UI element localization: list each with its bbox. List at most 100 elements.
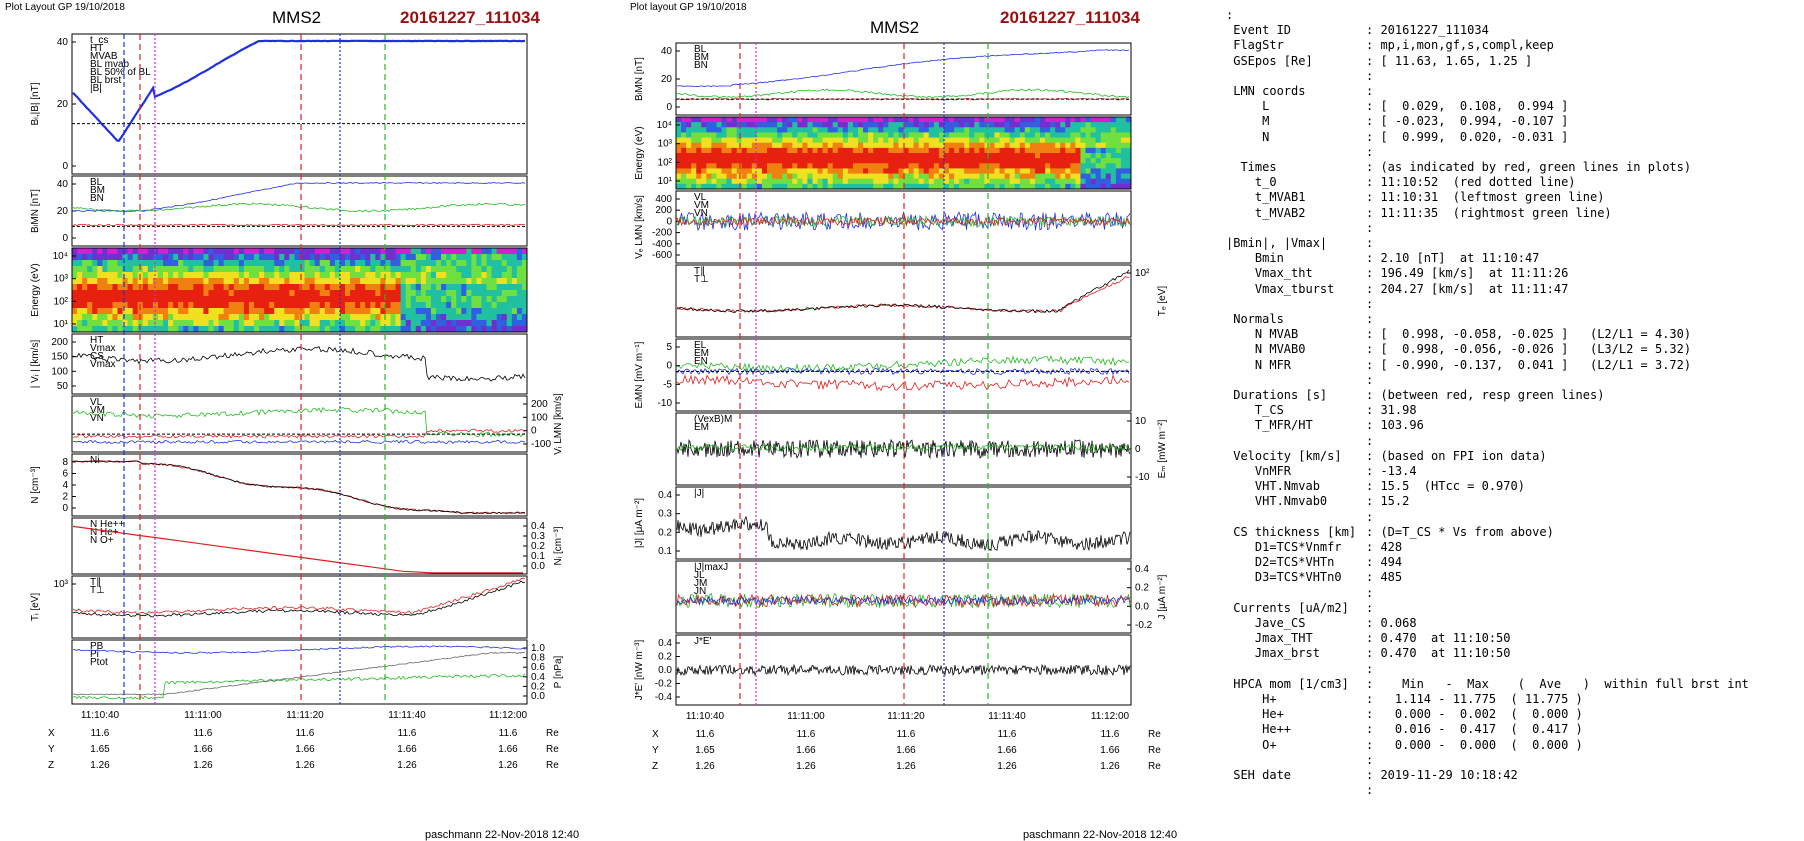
left-ytick: 0.6 [531, 662, 545, 673]
middle-legend-entry: EL [694, 340, 707, 351]
middle-trace [676, 276, 1130, 313]
left-legend-entry: T⊥ [90, 585, 105, 596]
left-ytick: 100 [531, 412, 548, 423]
info-value: : [1366, 433, 1374, 448]
left-panel-7: 0.40.30.20.10.0 Nᵢ [cm⁻³] N He++N He+N O+ [71, 517, 564, 575]
middle-ytick: -10 [658, 398, 673, 409]
info-value: : (as indicated by red, green lines in p… [1366, 160, 1692, 174]
left-legend-entry: Vmax [90, 343, 116, 354]
left-pos-value: 1.66 [397, 744, 417, 755]
info-key: N [1226, 129, 1270, 144]
middle-ytick: 0.4 [658, 490, 672, 501]
info-key: Vmax_tht [1226, 266, 1313, 281]
middle-ytick: -200 [652, 228, 672, 239]
left-panel-8: 10³ Tᵢ [eV] T∥T⊥ [30, 575, 528, 639]
left-ylabel: N [cm⁻³] [30, 466, 41, 504]
left-pos-value: 1.65 [90, 744, 110, 755]
left-ytick: 20 [57, 206, 69, 217]
left-ytick: 0.2 [531, 541, 545, 552]
info-key: Durations [s] [1226, 388, 1328, 402]
middle-ytick: 0.2 [1135, 583, 1149, 594]
middle-legend-entry: VN [694, 208, 708, 219]
middle-legend-entry: EN [694, 356, 708, 367]
middle-ytick: -600 [652, 250, 672, 261]
middle-legend-entry: VM [694, 200, 709, 211]
middle-event-title: 20161227_111034 [1000, 8, 1140, 27]
left-sc-title: MMS2 [272, 8, 322, 27]
middle-ytick: 0 [666, 216, 672, 227]
info-key: LMN coords [1226, 84, 1306, 98]
info-key: N MVAB [1226, 327, 1299, 342]
info-value: : 428 [1366, 540, 1403, 554]
left-legend-entry: N He++ [90, 519, 125, 530]
left-ytick: 200 [531, 399, 548, 410]
info-value: : 11:10:52 (red dotted line) [1366, 175, 1576, 190]
left-legend-entry: HT [90, 43, 103, 54]
middle-ytick: 0 [666, 361, 672, 372]
middle-pos-value: 1.66 [796, 745, 816, 756]
middle-trace [676, 269, 1130, 314]
left-ytick: 20 [57, 99, 69, 110]
info-key: Currents [uA/m2] [1226, 600, 1349, 615]
info-key: He++ [1226, 722, 1292, 737]
left-pos-value: 11.6 [194, 728, 213, 739]
info-value: : (between red, resp green lines) [1366, 388, 1605, 402]
info-value: : [1366, 84, 1374, 98]
info-key: SEH date [1226, 768, 1292, 782]
left-pos-value: 1.26 [498, 760, 518, 771]
middle-ytick: 200 [655, 205, 672, 216]
left-ytick: 0.4 [531, 521, 545, 532]
middle-trace [676, 215, 1131, 227]
info-key: T_MFR/HT [1226, 418, 1313, 433]
info-value: : 103.96 [1366, 418, 1424, 433]
middle-panel-4: 10² Tₑ [eV] T∥T⊥ [675, 264, 1168, 338]
middle-ylabel: EₗMN [mV m⁻¹] [634, 341, 645, 408]
info-value: : -13.4 [1366, 464, 1417, 478]
left-ytick: -100 [531, 439, 551, 450]
info-key: Velocity [km/s] [1226, 448, 1342, 463]
info-value: : 15.2 [1366, 494, 1410, 509]
info-key: Times [1226, 160, 1277, 174]
middle-ylabel: Energy (eV) [634, 126, 645, 179]
left-legend-entry: N O+ [90, 535, 114, 546]
info-key: T_CS [1226, 403, 1284, 418]
left-pos-unit: Re [546, 744, 559, 755]
middle-ytick: 10¹ [658, 176, 673, 187]
info-key: VnMFR [1226, 464, 1292, 478]
info-value: : 20161227_111034 [1366, 23, 1489, 38]
left-trace [72, 223, 526, 227]
left-pos-value: 1.26 [295, 760, 315, 771]
info-value: : 0.000 - 0.000 ( 0.000 ) [1366, 737, 1583, 752]
left-ytick: 10³ [54, 274, 69, 285]
left-ytick: 0.4 [531, 672, 545, 683]
left-ytick: 40 [57, 179, 69, 190]
left-pos-value: 1.26 [397, 760, 417, 771]
info-key: Jmax_THT [1226, 631, 1313, 646]
left-ytick: 2 [62, 492, 68, 503]
middle-ytick: 0.4 [1135, 564, 1149, 575]
info-value: : 31.98 [1366, 403, 1417, 418]
middle-time-tick: 11:11:20 [887, 711, 925, 722]
middle-ytick: 0.2 [658, 652, 672, 663]
left-legend-entry: BN [90, 193, 104, 204]
left-ylabel: | Vᵢ | [km/s] [30, 340, 41, 389]
info-key: Bmin [1226, 251, 1284, 266]
left-legend-entry: |B| [90, 83, 102, 94]
left-panel-frame [71, 247, 528, 333]
middle-legend-entry: VL [694, 192, 707, 203]
middle-panel-2: 10⁴ 10³ 10² 10¹ Energy (eV) [634, 116, 1132, 190]
info-key: O+ [1226, 737, 1277, 752]
left-pos-label: Y [48, 744, 55, 755]
middle-pos-unit: Re [1148, 761, 1161, 772]
middle-sc-title: MMS2 [870, 18, 920, 37]
middle-trace [676, 443, 1130, 452]
info-value: : 2.10 [nT] at 11:10:47 [1366, 251, 1540, 266]
left-ytick: 0.8 [531, 653, 545, 664]
left-ytick: 4 [62, 480, 68, 491]
middle-ytick: 10³ [658, 139, 673, 150]
middle-pos-label: X [652, 729, 659, 740]
middle-ytick: 0.0 [658, 665, 672, 676]
